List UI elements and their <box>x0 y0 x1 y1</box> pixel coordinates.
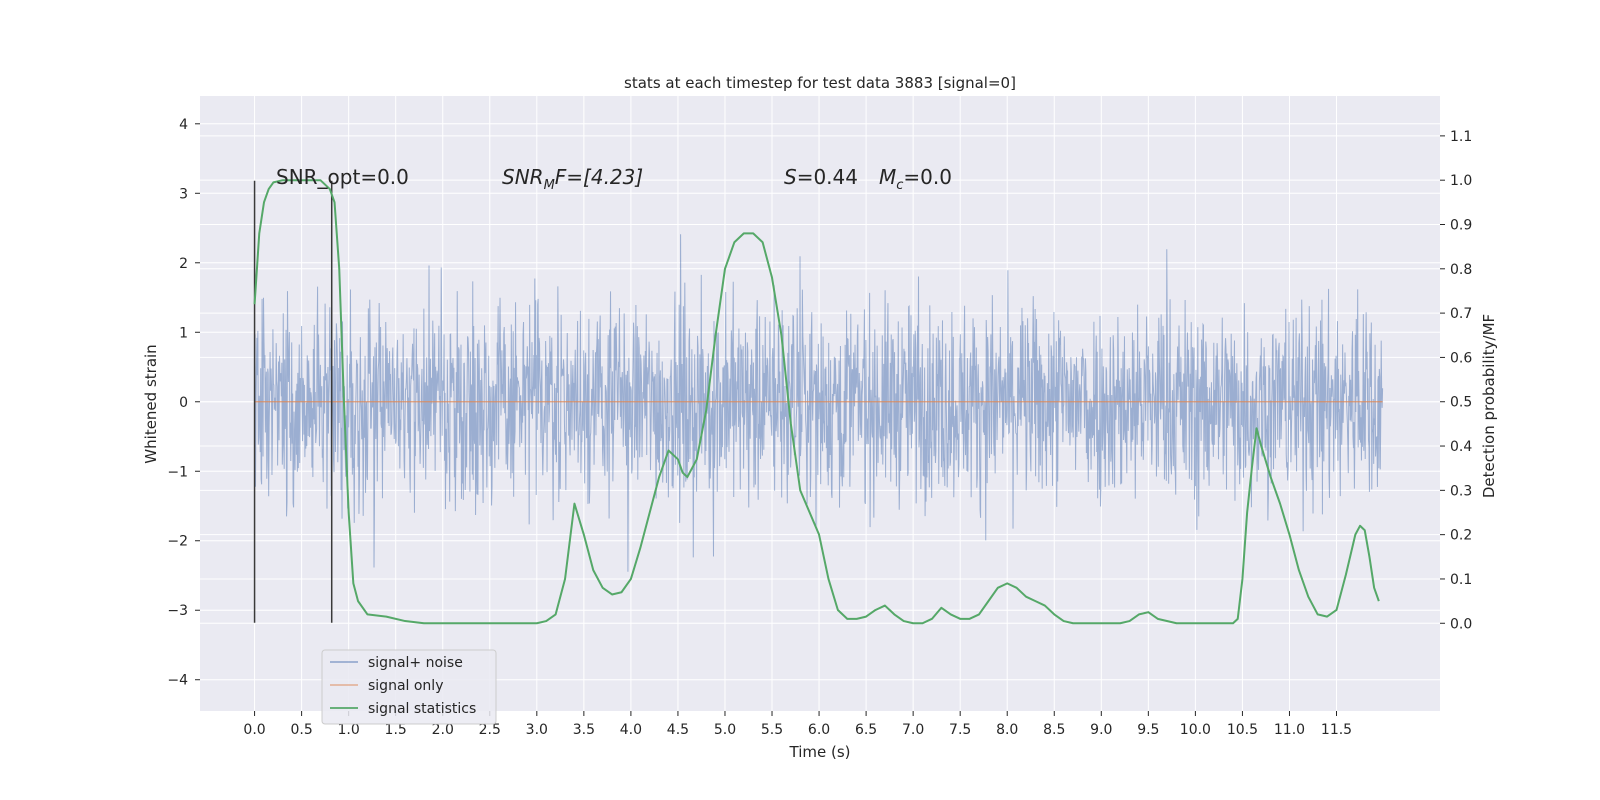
y2-tick-label-5: 0.5 <box>1450 395 1472 411</box>
annotation-mc: Mc=0.0 <box>879 165 952 193</box>
y2-tick-label-6: 0.6 <box>1450 350 1472 366</box>
x-tick-label-21: 10.5 <box>1227 722 1258 738</box>
x-tick-label-2: 1.0 <box>338 722 360 738</box>
y2-tick-label-1: 0.1 <box>1450 572 1472 588</box>
y2-axis-label: Detection probability/MF <box>1480 314 1498 498</box>
chart-title: stats at each timestep for test data 388… <box>624 74 1016 92</box>
y-tick-label-8: 4 <box>179 117 188 133</box>
x-tick-label-15: 7.5 <box>949 722 971 738</box>
y-tick-label-7: 3 <box>179 186 188 202</box>
annotation-snr-opt: SNR_opt=0.0 <box>276 165 409 189</box>
legend-label-signal-only: signal only <box>368 678 443 694</box>
signal-statistics-line <box>253 179 1380 625</box>
y-axis-ticks: −4 −3 −2 −1 0 1 2 3 4 <box>167 117 200 689</box>
x-axis-ticks: 0.0 0.5 1.0 1.5 2.0 2.5 3.0 3.5 4.0 4.5 5.0 5.5 6.0 6… <box>243 711 1352 738</box>
x-tick-label-7: 3.5 <box>573 722 595 738</box>
y2-tick-label-0: 0.0 <box>1450 616 1472 632</box>
y-tick-label-1: −3 <box>167 603 188 619</box>
legend: signal+ noise signal only signal statist… <box>321 649 497 725</box>
annotation-snr-mf: SNRMF=[4.23] <box>502 165 643 193</box>
y2-tick-label-7: 0.7 <box>1450 306 1472 322</box>
x-tick-label-16: 8.0 <box>996 722 1018 738</box>
y2-tick-label-4: 0.4 <box>1450 439 1472 455</box>
y-tick-label-2: −2 <box>167 534 188 550</box>
x-tick-label-19: 9.5 <box>1137 722 1159 738</box>
x-tick-label-13: 6.5 <box>855 722 877 738</box>
series-signal-statistics <box>253 179 1380 625</box>
y2-tick-label-3: 0.3 <box>1450 483 1472 499</box>
y-tick-label-3: −1 <box>167 464 188 480</box>
y-tick-label-6: 2 <box>179 256 188 272</box>
y-axis-label: Whitened strain <box>142 344 160 463</box>
legend-label-signal-noise: signal+ noise <box>368 655 463 671</box>
x-tick-label-23: 11.5 <box>1321 722 1352 738</box>
x-tick-label-20: 10.0 <box>1180 722 1211 738</box>
y-tick-label-4: 0 <box>179 395 188 411</box>
x-tick-label-3: 1.5 <box>385 722 407 738</box>
x-tick-label-22: 11.0 <box>1274 722 1305 738</box>
x-tick-label-0: 0.0 <box>243 722 265 738</box>
series-signal-noise <box>254 234 1384 572</box>
annotation-s: S=0.44 <box>784 165 858 189</box>
legend-box <box>321 649 497 725</box>
x-tick-label-9: 4.5 <box>667 722 689 738</box>
x-axis-label: Time (s) <box>789 743 851 761</box>
x-tick-label-11: 5.5 <box>761 722 783 738</box>
signal-noise-line <box>254 234 1384 572</box>
legend-label-signal-statistics: signal statistics <box>368 701 476 717</box>
y2-tick-label-10: 1.0 <box>1450 173 1472 189</box>
y2-tick-label-8: 0.8 <box>1450 262 1472 278</box>
x-tick-label-5: 2.5 <box>479 722 501 738</box>
y2-axis-ticks: 0.0 0.1 0.2 0.3 0.4 0.5 0.6 0.7 0.8 0.9 1.0 1.1 <box>1440 129 1472 632</box>
y2-tick-label-9: 0.9 <box>1450 217 1472 233</box>
y-tick-label-5: 1 <box>179 325 188 341</box>
window-markers <box>253 180 333 623</box>
y-tick-label-0: −4 <box>167 673 188 689</box>
x-tick-label-17: 8.5 <box>1043 722 1065 738</box>
x-tick-label-14: 7.0 <box>902 722 924 738</box>
x-tick-label-6: 3.0 <box>526 722 548 738</box>
x-tick-label-12: 6.0 <box>808 722 830 738</box>
x-tick-label-10: 5.0 <box>714 722 736 738</box>
y2-tick-label-11: 1.1 <box>1450 129 1472 145</box>
y2-tick-label-2: 0.2 <box>1450 528 1472 544</box>
x-tick-label-4: 2.0 <box>432 722 454 738</box>
x-tick-label-1: 0.5 <box>290 722 312 738</box>
x-tick-label-18: 9.0 <box>1090 722 1112 738</box>
x-tick-label-8: 4.0 <box>620 722 642 738</box>
